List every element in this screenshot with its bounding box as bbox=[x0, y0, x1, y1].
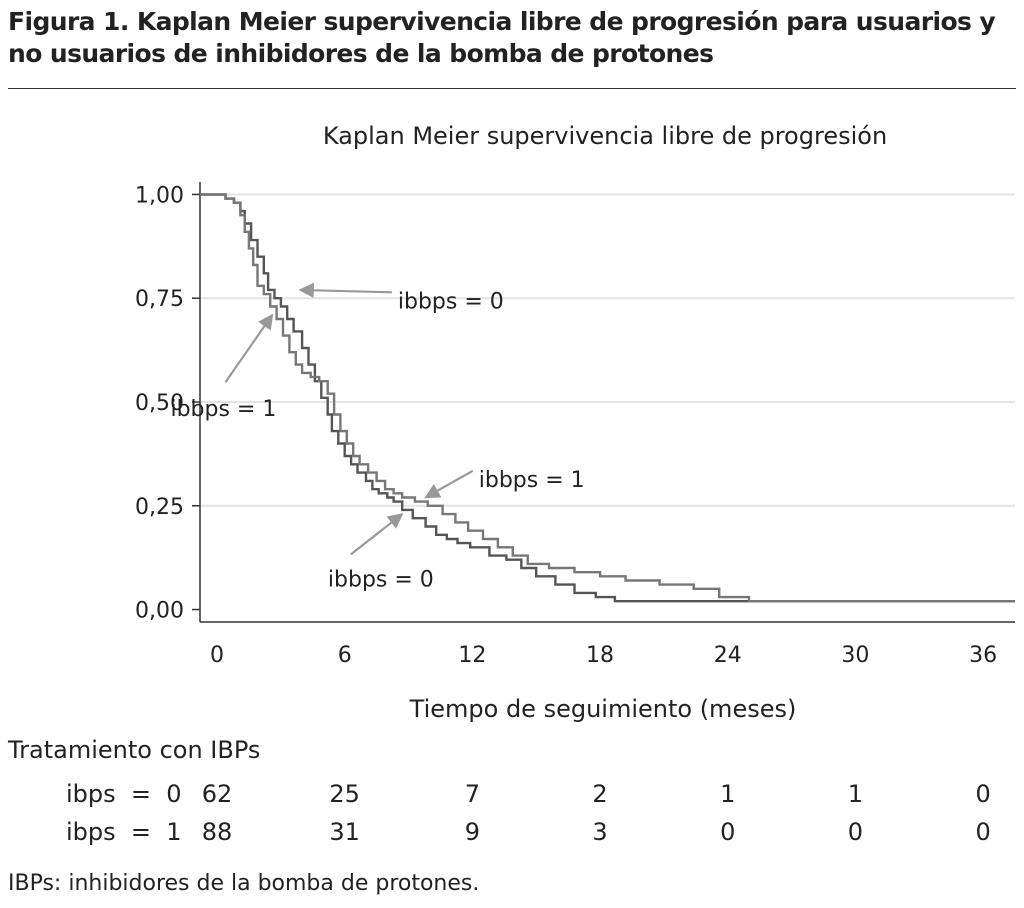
x-tick-label: 12 bbox=[458, 643, 486, 668]
risk-count-cell: 0 bbox=[720, 818, 736, 846]
y-tick-label: 0,25 bbox=[135, 495, 184, 520]
risk-count-cell: 25 bbox=[329, 780, 360, 808]
annotation-ibbps0-lower: ibbps = 0 bbox=[328, 513, 434, 592]
grid-lines bbox=[200, 193, 1015, 507]
risk-count-cell: 7 bbox=[464, 780, 481, 808]
risk-count-cell: 31 bbox=[329, 818, 360, 846]
x-tick-label: 0 bbox=[210, 643, 224, 668]
x-tick-label: 36 bbox=[969, 643, 997, 668]
risk-count-cell: 0 bbox=[847, 818, 864, 846]
risk-table-heading: Tratamiento con IBPs bbox=[8, 736, 261, 764]
risk-count-cell: 9 bbox=[464, 818, 481, 846]
risk-row-label: ibps = 1 bbox=[66, 818, 182, 846]
risk-count-cell: 1 bbox=[720, 780, 736, 808]
y-tick-label: 0,50 bbox=[135, 391, 184, 416]
kaplan-meier-chart: Kaplan Meier supervivencia libre de prog… bbox=[135, 122, 1015, 723]
caption-divider bbox=[8, 88, 1016, 89]
survival-curve-ibbps-0 bbox=[200, 193, 1015, 603]
annotation-label: ibbps = 1 bbox=[170, 397, 276, 422]
survival-curves bbox=[200, 193, 1015, 603]
annotation-arrow bbox=[224, 313, 274, 383]
x-tick-label: 24 bbox=[714, 643, 742, 668]
x-tick-labels: 0 6 12 18 24 30 36 bbox=[210, 643, 997, 668]
risk-count-cell: 88 bbox=[201, 818, 233, 846]
annotation-arrow bbox=[424, 469, 474, 499]
risk-count-cell: 0 bbox=[975, 780, 991, 808]
annotation-ibbps1-lower: ibbps = 1 bbox=[424, 468, 585, 499]
risk-row-label: ibps = 0 bbox=[66, 780, 182, 808]
risk-count-cell: 3 bbox=[592, 818, 608, 846]
y-tick-label: 1,00 bbox=[135, 183, 184, 208]
annotation-arrow bbox=[350, 513, 404, 556]
y-tick-label: 0,75 bbox=[135, 287, 184, 312]
annotation-ibbps0-upper: ibbps = 0 bbox=[298, 282, 504, 314]
figure-footnote: IBPs: inhibidores de la bomba de protone… bbox=[8, 871, 480, 896]
risk-count-cell: 1 bbox=[847, 780, 864, 808]
survival-curve-ibbps-1 bbox=[200, 193, 1015, 603]
y-tick-label: 0,00 bbox=[135, 599, 184, 624]
figure-caption: Figura 1. Kaplan Meier supervivencia lib… bbox=[8, 7, 996, 68]
annotation-label: ibbps = 0 bbox=[328, 567, 434, 592]
annotation-arrow bbox=[298, 282, 392, 298]
risk-table: ibps = 0 62 25 7 2 1 1 0 ibps = 1 88 31 9 3 0 0 0 bbox=[0, 780, 1024, 860]
risk-count-cell: 2 bbox=[592, 780, 608, 808]
risk-count-cell: 0 bbox=[975, 818, 991, 846]
y-tick-labels: 0,00 0,25 0,50 0,75 1,00 bbox=[135, 183, 200, 624]
annotation-label: ibbps = 1 bbox=[479, 468, 585, 493]
annotation-ibbps1-upper: ibbps = 1 bbox=[170, 313, 276, 422]
annotation-label: ibbps = 0 bbox=[398, 289, 504, 314]
x-tick-label: 18 bbox=[586, 643, 614, 668]
curve-annotations: ibbps = 0 ibbps = 1 ibbps = 1 ibbps = 0 bbox=[170, 282, 585, 592]
risk-count-cell: 62 bbox=[201, 780, 233, 808]
x-tick-label: 30 bbox=[841, 643, 869, 668]
x-tick-label: 6 bbox=[338, 643, 352, 668]
x-axis-label: Tiempo de seguimiento (meses) bbox=[409, 695, 797, 723]
chart-title: Kaplan Meier supervivencia libre de prog… bbox=[323, 122, 887, 150]
